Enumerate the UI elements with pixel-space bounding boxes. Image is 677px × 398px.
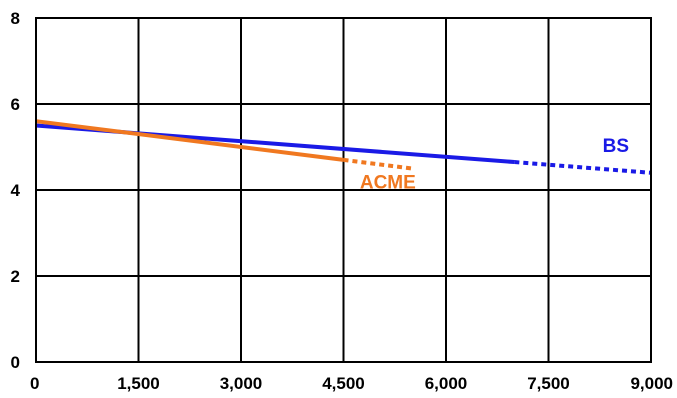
tick-labels: 0 2 4 6 8 0 1,500 3,000 4,500 6,000 7,500 9,000 <box>11 9 673 393</box>
series-acme <box>35 119 413 171</box>
series-label-acme: ACME <box>360 173 416 194</box>
x-tick-label: 6,000 <box>425 374 468 393</box>
series-label-bs: BS <box>603 136 629 157</box>
y-tick-label: 2 <box>11 267 20 286</box>
plot-frame <box>35 17 652 363</box>
x-tick-label: 4,500 <box>322 374 365 393</box>
y-tick-label: 0 <box>11 353 20 372</box>
x-tick-label: 9,000 <box>630 374 673 393</box>
series-acme-solid-line <box>35 119 344 162</box>
y-tick-label: 6 <box>11 95 20 114</box>
series-bs-dotted-line <box>514 160 652 175</box>
series-lines <box>35 119 652 175</box>
series-labels: BS ACME <box>360 136 629 193</box>
x-tick-label: 7,500 <box>527 374 570 393</box>
x-tick-label: 0 <box>30 374 39 393</box>
x-tick-label: 3,000 <box>220 374 263 393</box>
series-acme-dotted-line <box>343 157 413 171</box>
grid <box>35 17 652 363</box>
y-tick-label: 4 <box>11 181 21 200</box>
x-tick-label: 1,500 <box>117 374 160 393</box>
y-tick-label: 8 <box>11 9 20 28</box>
